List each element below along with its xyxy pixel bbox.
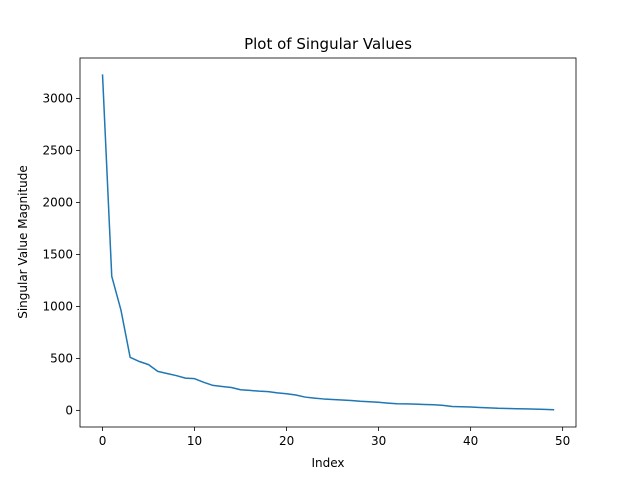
y-tick-label: 500	[50, 351, 73, 365]
data-point	[516, 408, 518, 410]
data-point	[359, 400, 361, 402]
data-point	[304, 396, 306, 398]
series-line-0	[101, 74, 555, 411]
data-point	[488, 407, 490, 409]
y-tick-label: 3000	[42, 92, 73, 106]
data-point	[212, 385, 214, 387]
data-point	[120, 309, 122, 311]
data-point	[405, 403, 407, 405]
data-point	[323, 398, 325, 400]
data-point	[111, 276, 113, 278]
data-point	[507, 408, 509, 410]
x-tick-label: 20	[279, 434, 294, 448]
data-point	[221, 386, 223, 388]
data-point	[286, 393, 288, 395]
data-point	[194, 378, 196, 380]
chart-title: Plot of Singular Values	[244, 35, 412, 53]
x-tick-label: 0	[99, 434, 107, 448]
data-point	[175, 375, 177, 377]
data-point	[139, 361, 141, 363]
y-axis-label: Singular Value Magnitude	[16, 165, 30, 319]
data-point	[166, 373, 168, 375]
data-point	[258, 390, 260, 392]
data-point	[277, 392, 279, 394]
data-point	[424, 404, 426, 406]
data-point	[313, 397, 315, 399]
x-tick-label: 10	[187, 434, 202, 448]
data-point	[433, 404, 435, 406]
data-point	[203, 382, 205, 384]
data-point	[378, 402, 380, 404]
y-tick-label: 2000	[42, 195, 73, 209]
data-point	[415, 403, 417, 405]
data-point	[534, 408, 536, 410]
data-point	[369, 401, 371, 403]
data-point	[157, 371, 159, 373]
data-point	[442, 405, 444, 407]
data-point	[387, 402, 389, 404]
data-point	[295, 394, 297, 396]
data-point	[267, 391, 269, 393]
x-tick-label: 50	[555, 434, 570, 448]
data-point	[129, 357, 131, 359]
data-point	[148, 364, 150, 366]
x-tick-label: 30	[371, 434, 386, 448]
data-point	[479, 407, 481, 409]
data-point	[470, 406, 472, 408]
data-point	[553, 409, 555, 411]
y-tick-label: 0	[65, 403, 73, 417]
axes-frame	[79, 57, 577, 428]
data-point	[102, 74, 104, 76]
data-point	[350, 400, 352, 402]
data-point	[451, 406, 453, 408]
y-tick-label: 2500	[42, 144, 73, 158]
data-point	[497, 408, 499, 410]
data-point	[185, 377, 187, 379]
data-point	[240, 389, 242, 391]
data-point	[461, 406, 463, 408]
data-point	[231, 387, 233, 389]
data-point	[525, 408, 527, 410]
data-point	[341, 399, 343, 401]
x-tick-label: 40	[463, 434, 478, 448]
data-point	[249, 390, 251, 392]
y-tick-label: 1000	[42, 299, 73, 313]
y-tick-label: 1500	[42, 247, 73, 261]
x-axis-label: Index	[311, 456, 344, 470]
data-point	[332, 399, 334, 401]
data-point	[544, 409, 546, 411]
data-point	[396, 403, 398, 405]
